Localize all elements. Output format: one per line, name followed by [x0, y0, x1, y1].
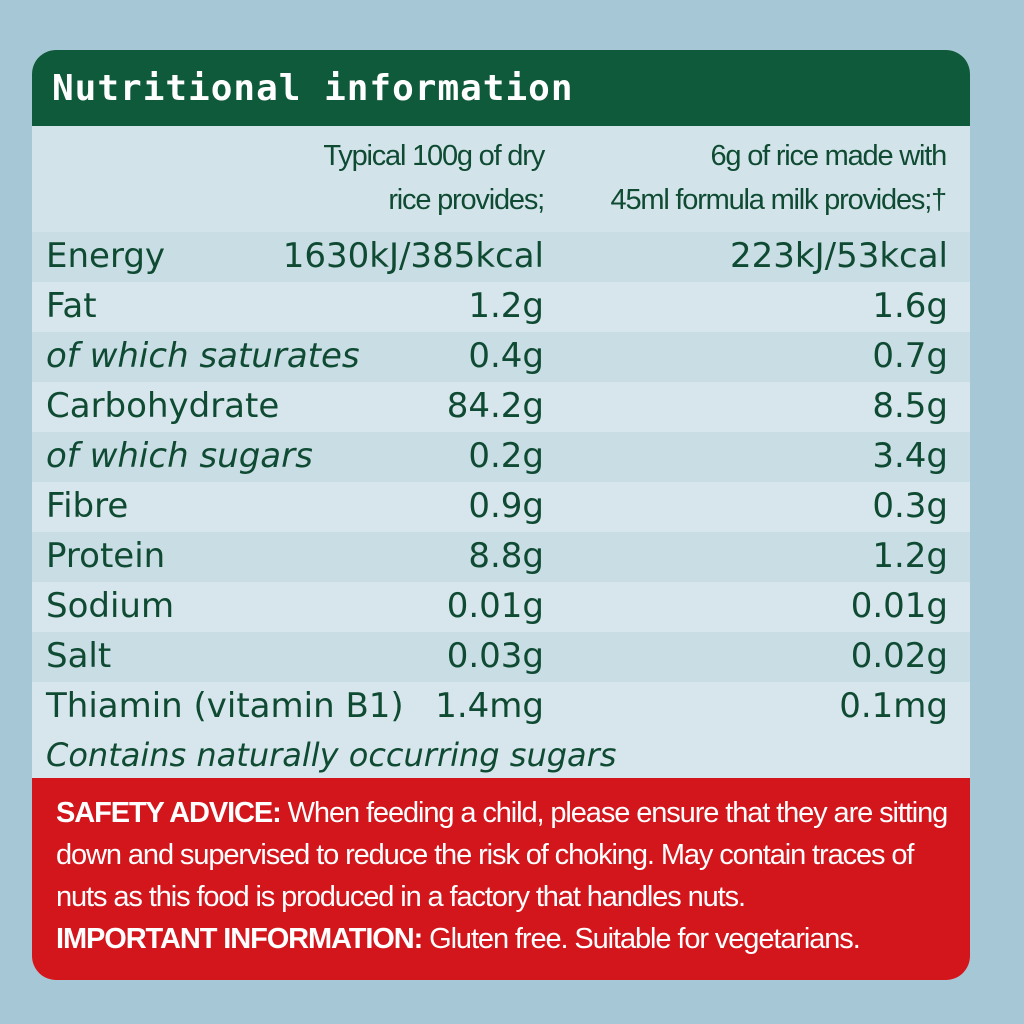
row-value-dry: 1.4mg — [435, 686, 544, 726]
safety-advice-box: SAFETY ADVICE: When feeding a child, ple… — [32, 778, 970, 980]
row-label: Thiamin (vitamin B1) — [46, 686, 404, 726]
safety-advice-text-3: nuts as this food is produced in a facto… — [56, 881, 746, 913]
row-value-prepared: 223kJ/53kcal — [730, 236, 948, 276]
row-label: Fat — [46, 286, 97, 326]
row-value-dry: 0.03g — [446, 636, 544, 676]
column-header-dry: Typical 100g of dry rice provides; — [323, 134, 545, 222]
row-label: Carbohydrate — [46, 386, 280, 426]
row-label: of which sugars — [46, 436, 313, 476]
row-value-dry: 1.2g — [468, 286, 544, 326]
row-label: Fibre — [46, 486, 129, 526]
table-row-fat: Fat 1.2g 1.6g — [32, 282, 970, 332]
row-value-prepared: 1.6g — [872, 286, 948, 326]
column-header-prepared: 6g of rice made with 45ml formula milk p… — [610, 134, 948, 222]
table-row-sugars: of which sugars 0.2g 3.4g — [32, 432, 970, 482]
table-row-protein: Protein 8.8g 1.2g — [32, 532, 970, 582]
table-row-salt: Salt 0.03g 0.02g — [32, 632, 970, 682]
row-value-prepared: 0.7g — [872, 336, 948, 376]
safety-advice-text-2: down and supervised to reduce the risk o… — [56, 839, 914, 871]
sugars-note: Contains naturally occurring sugars — [32, 732, 970, 782]
row-value-dry: 0.2g — [468, 436, 544, 476]
table-row-saturates: of which saturates 0.4g 0.7g — [32, 332, 970, 382]
column-header-dry-line2: rice provides; — [388, 184, 545, 216]
row-value-dry: 0.4g — [468, 336, 544, 376]
row-value-prepared: 0.02g — [850, 636, 948, 676]
table-row-sodium: Sodium 0.01g 0.01g — [32, 582, 970, 632]
row-value-prepared: 0.01g — [850, 586, 948, 626]
row-value-prepared: 1.2g — [872, 536, 948, 576]
row-value-dry: 0.01g — [446, 586, 544, 626]
row-label: of which saturates — [46, 336, 360, 376]
safety-advice-label: SAFETY ADVICE: — [56, 797, 282, 829]
table-row-energy: Energy 1630kJ/385kcal 223kJ/53kcal — [32, 232, 970, 282]
table-row-fibre: Fibre 0.9g 0.3g — [32, 482, 970, 532]
row-value-prepared: 0.1mg — [839, 686, 948, 726]
row-value-prepared: 0.3g — [872, 486, 948, 526]
row-label: Energy — [46, 236, 166, 276]
important-info-text: Gluten free. Suitable for vegetarians. — [422, 923, 861, 955]
safety-line-1: SAFETY ADVICE: When feeding a child, ple… — [56, 792, 949, 834]
page-title: Nutritional information — [52, 67, 574, 109]
row-value-prepared: 8.5g — [872, 386, 948, 426]
column-headers: Typical 100g of dry rice provides; 6g of… — [32, 126, 970, 232]
safety-advice-text-1: When feeding a child, please ensure that… — [280, 797, 949, 829]
nutrition-panel: Nutritional information Typical 100g of … — [32, 50, 970, 980]
row-value-dry: 1630kJ/385kcal — [282, 236, 544, 276]
panel-header: Nutritional information — [32, 50, 970, 126]
table-row-carbohydrate: Carbohydrate 84.2g 8.5g — [32, 382, 970, 432]
row-value-dry: 84.2g — [446, 386, 544, 426]
column-header-prepared-line1: 6g of rice made with — [710, 140, 947, 172]
row-value-dry: 0.9g — [468, 486, 544, 526]
table-row-thiamin: Thiamin (vitamin B1) 1.4mg 0.1mg — [32, 682, 970, 732]
row-value-prepared: 3.4g — [872, 436, 948, 476]
column-header-prepared-line2: 45ml formula milk provides;† — [610, 184, 948, 216]
column-header-dry-line1: Typical 100g of dry — [323, 140, 545, 172]
row-value-dry: 8.8g — [468, 536, 544, 576]
row-label: Sodium — [46, 586, 175, 626]
row-label: Salt — [46, 636, 112, 676]
important-info-label: IMPORTANT INFORMATION: — [56, 923, 423, 955]
important-info-line: IMPORTANT INFORMATION: Gluten free. Suit… — [56, 918, 946, 960]
row-label: Protein — [46, 536, 166, 576]
